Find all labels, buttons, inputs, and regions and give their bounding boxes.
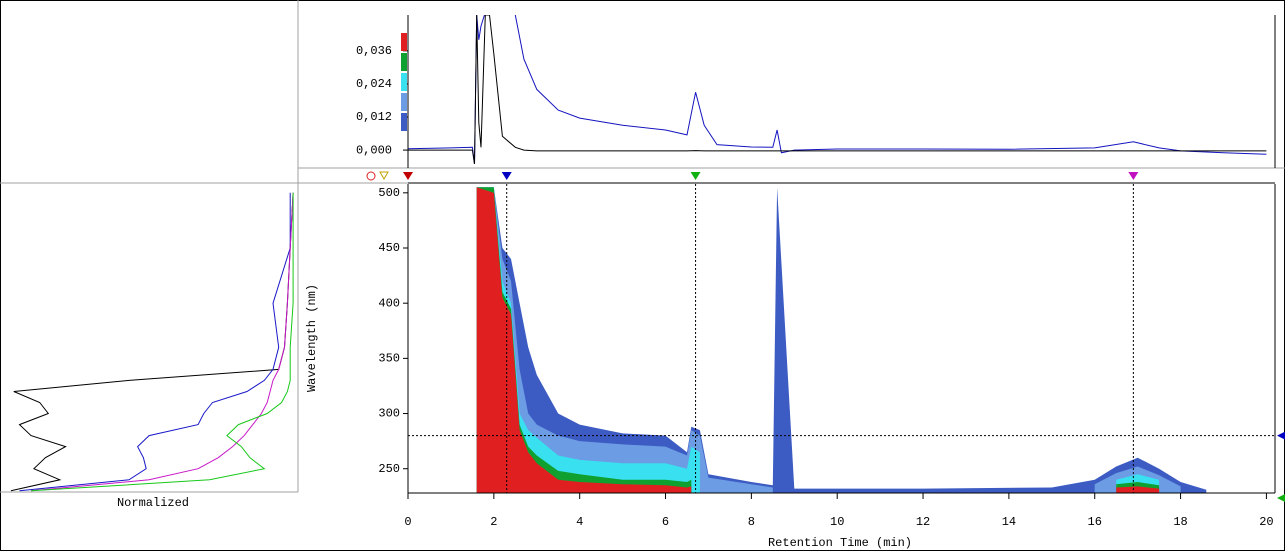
x-tick-label: 12 xyxy=(916,515,930,529)
spectra xyxy=(10,192,294,492)
color-bar xyxy=(401,33,407,51)
color-bar xyxy=(401,93,407,111)
y-tick-label: 500 xyxy=(378,186,400,200)
y-tick-label: 400 xyxy=(378,296,400,310)
contour-plot xyxy=(476,187,1207,493)
y-tick-label: 0,024 xyxy=(356,77,392,91)
cursor-icon[interactable] xyxy=(379,171,389,181)
x-tick-label: 16 xyxy=(1088,515,1102,529)
x-tick-label: 6 xyxy=(662,515,669,529)
contour-level xyxy=(476,187,1160,493)
cursor-marker[interactable] xyxy=(1277,494,1285,502)
x-tick-label: 10 xyxy=(830,515,844,529)
color-bar xyxy=(401,53,407,71)
x-axis-title: Normalized xyxy=(117,496,189,510)
x-tick-label: 0 xyxy=(404,515,411,529)
x-tick-label: 18 xyxy=(1173,515,1187,529)
chromatogram-line xyxy=(408,15,1267,164)
y-tick-label: 250 xyxy=(378,462,400,476)
y-tick-label: 0,012 xyxy=(356,110,392,124)
x-tick-label: 2 xyxy=(490,515,497,529)
spectrum-line xyxy=(30,192,294,492)
y-tick-label: 350 xyxy=(378,352,400,366)
color-bar xyxy=(401,73,407,91)
cursor-icon[interactable] xyxy=(366,171,376,181)
x-tick-label: 4 xyxy=(576,515,583,529)
y-tick-label: 0,000 xyxy=(356,143,392,157)
x-axis-title: Retention Time (min) xyxy=(768,536,912,550)
color-bar xyxy=(401,113,407,131)
x-tick-label: 14 xyxy=(1002,515,1016,529)
y-tick-label: 450 xyxy=(378,241,400,255)
cursor-marker[interactable] xyxy=(690,172,701,180)
x-tick-label: 8 xyxy=(748,515,755,529)
y-axis-title: Wavelength (nm) xyxy=(305,284,319,392)
y-tick-label: 300 xyxy=(378,407,400,421)
spectrum-line xyxy=(19,192,291,492)
cursor-marker[interactable] xyxy=(1277,431,1285,440)
spectrum-line xyxy=(30,192,294,492)
cursor-marker[interactable] xyxy=(501,172,512,180)
cursor-marker[interactable] xyxy=(403,172,413,180)
x-tick-label: 20 xyxy=(1259,515,1273,529)
y-tick-label: 0,036 xyxy=(356,44,392,58)
chromatogram xyxy=(408,15,1267,164)
chromatogram-line xyxy=(408,15,1267,164)
cursor-marker[interactable] xyxy=(1128,172,1139,180)
